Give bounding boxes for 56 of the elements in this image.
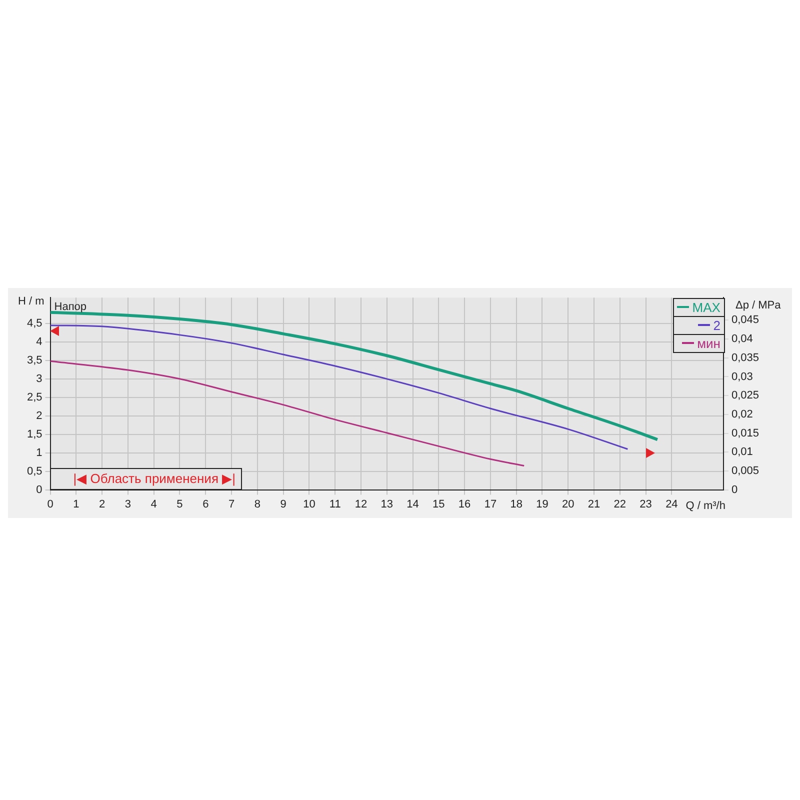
x-tick-label: 16 [458,498,471,510]
y2-tick-label: 0,02 [731,408,753,420]
y2-tick-label: 0,045 [731,314,760,326]
x-tick-label: 12 [354,498,368,510]
y2-tick-label: 0 [731,484,738,496]
x-tick-label: 21 [588,498,600,510]
x-tick-label: 22 [614,498,626,510]
x-tick-label: 18 [510,498,522,510]
y-tick-label: 0,5 [26,465,42,478]
x-tick-label: 6 [202,498,209,510]
y-tick-label: 3,5 [26,354,42,366]
y-tick-label: 3 [36,372,42,385]
y-tick-label: 0 [36,484,42,496]
x-tick-label: 1 [73,498,80,510]
legend-label: мин [697,336,720,351]
x-tick-label: 7 [228,498,235,510]
x-tick-label: 24 [666,498,678,510]
x-tick-label: 11 [329,498,341,510]
y2-axis-title: Δp / MPa [735,300,782,312]
x-tick-label: 19 [536,498,548,510]
x-tick-label: 5 [176,498,183,510]
x-tick-label: 13 [380,498,394,510]
x-tick-label: 3 [124,498,132,510]
x-tick-label: 17 [484,498,497,510]
y2-tick-label: 0,04 [731,333,753,346]
y-tick-label: 4,5 [26,318,42,330]
legend-label: 2 [713,318,720,333]
x-tick-label: 10 [303,498,316,510]
annotation: |◀ Область применения ▶| [50,468,242,490]
y-tick-label: 1,5 [26,428,42,440]
y-tick-label: 1 [36,446,42,459]
x-tick-label: 9 [280,498,286,510]
x-tick-label: 8 [254,498,260,510]
y2-tick-label: 0,015 [731,427,760,440]
line-series [50,324,628,450]
x-tick-label: 2 [99,498,106,510]
x-axis-title: Q / m³/h [686,500,726,512]
y2-tick-label: 0,005 [731,464,760,477]
x-tick-label: 0 [47,498,54,510]
legend-label: MAX [692,300,720,315]
x-tick-label: 23 [640,498,652,510]
x-tick-label: 15 [432,498,445,510]
y2-tick-label: 0,025 [731,390,760,402]
line-series [50,310,659,442]
line-series [50,360,525,467]
y-tick-label: 4 [36,336,42,348]
y-axis-title: H / m [18,296,44,308]
annotation: Напор [54,300,87,313]
y2-tick-label: 0,035 [731,352,760,364]
x-tick-label: 14 [406,498,419,510]
y-tick-label: 2 [36,410,42,422]
y2-tick-label: 0,03 [731,370,753,383]
y-tick-label: 2,5 [26,391,42,404]
y2-tick-label: 0,01 [731,446,753,458]
x-tick-label: 20 [562,498,574,510]
x-tick-label: 4 [150,498,157,510]
